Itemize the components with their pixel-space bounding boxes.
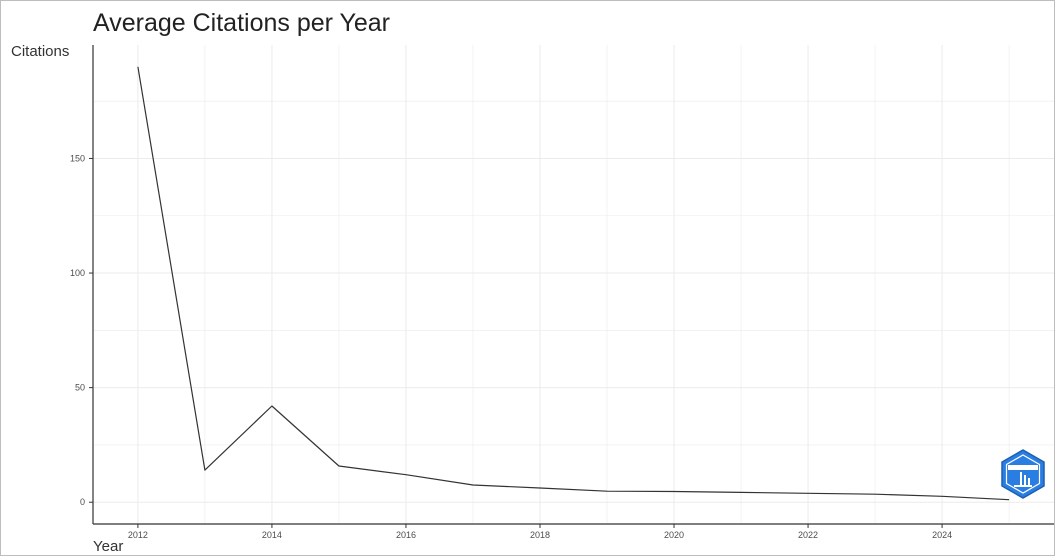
y-tick-label: 50 <box>75 383 85 393</box>
series-line <box>137 66 1010 501</box>
logo-bar-2 <box>1024 475 1026 485</box>
x-tick-label: 2022 <box>798 530 818 540</box>
logo-banner <box>1008 465 1038 470</box>
x-axis-label: Year <box>93 538 124 555</box>
x-tick-label: 2020 <box>664 530 684 540</box>
series-layer <box>137 66 1010 501</box>
x-tick-label: 2014 <box>262 530 282 540</box>
logo-hexagon-inner <box>1005 454 1041 494</box>
y-axis-label: Citations <box>11 43 70 60</box>
bibliometrix-logo <box>1001 449 1045 499</box>
x-tick-label: 2018 <box>530 530 550 540</box>
y-tick-label: 0 <box>80 497 85 507</box>
x-tick-label: 2012 <box>128 530 148 540</box>
x-tick-label: 2016 <box>396 530 416 540</box>
logo-bar-3 <box>1028 478 1030 485</box>
y-tick-label: 100 <box>70 268 85 278</box>
tick-labels: 2012 2014 2016 2018 2020 2022 2024 0 50 100 150 <box>70 153 952 540</box>
y-tick-label: 150 <box>70 153 85 163</box>
grid-lines <box>93 45 1054 524</box>
x-tick-label: 2024 <box>932 530 952 540</box>
logo-hexagon-outer <box>1001 449 1045 499</box>
axes <box>89 45 1054 528</box>
logo-bar-1 <box>1020 472 1022 485</box>
chart-title: Average Citations per Year <box>93 9 390 37</box>
logo-base <box>1014 485 1032 487</box>
